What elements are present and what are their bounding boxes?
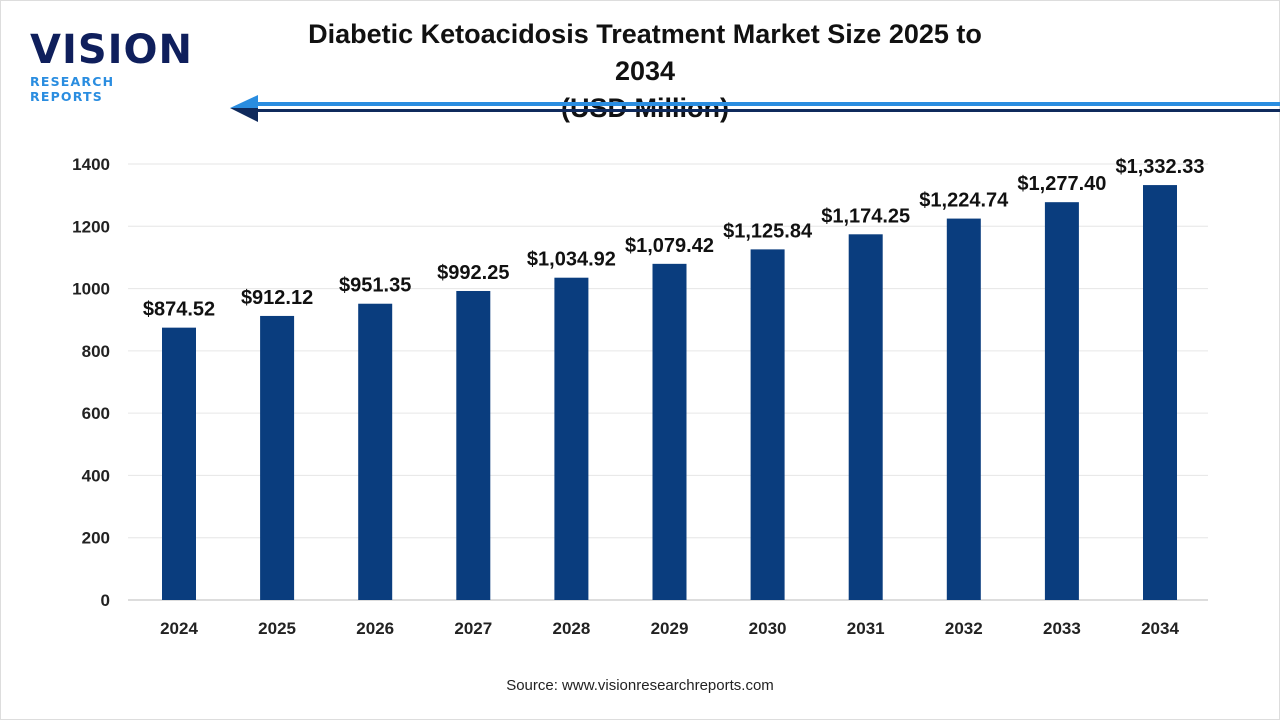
x-tick-label: 2030 (749, 619, 787, 638)
y-tick-label: 1400 (72, 155, 110, 174)
header-arrow (230, 95, 1280, 122)
bar-2032 (946, 218, 981, 600)
title-line-2: (USD Million) (561, 93, 729, 123)
x-tick-label: 2029 (651, 619, 689, 638)
x-tick-label: 2033 (1043, 619, 1081, 638)
y-tick-label: 1200 (72, 217, 110, 236)
logo: VISION RESEARCH REPORTS (30, 27, 194, 104)
bar-2030 (750, 249, 785, 600)
bar-2029 (652, 263, 687, 600)
x-tick-label: 2027 (454, 619, 492, 638)
y-tick-label: 600 (82, 404, 110, 423)
bar-2024 (162, 327, 196, 600)
logo-main: VISION (30, 27, 194, 73)
data-label: $951.35 (339, 275, 411, 297)
x-tick-label: 2032 (945, 619, 983, 638)
data-label: $1,125.84 (723, 220, 813, 242)
x-tick-label: 2034 (1141, 619, 1179, 638)
y-tick-label: 1000 (72, 280, 110, 299)
data-label: $1,224.74 (919, 190, 1009, 212)
data-label: $912.12 (241, 287, 313, 309)
y-tick-label: 400 (82, 466, 110, 485)
x-tick-label: 2024 (160, 619, 198, 638)
data-label: $1,174.25 (821, 205, 910, 227)
bar-2031 (848, 234, 883, 600)
y-tick-label: 800 (82, 342, 110, 361)
x-tick-label: 2026 (356, 619, 394, 638)
logo-sub: RESEARCH REPORTS (30, 74, 115, 104)
x-tick-label: 2031 (847, 619, 885, 638)
data-label: $874.52 (143, 299, 215, 321)
data-label: $1,034.92 (527, 249, 616, 271)
bar-2027 (456, 290, 491, 600)
data-label: $1,277.40 (1017, 173, 1106, 195)
data-label: $1,079.42 (625, 235, 714, 257)
x-tick-label: 2028 (552, 619, 590, 638)
bar-2026 (358, 303, 393, 600)
bar-2033 (1044, 202, 1079, 600)
data-label: $1,332.33 (1116, 156, 1205, 178)
y-tick-label: 200 (82, 529, 110, 548)
bar-2028 (554, 277, 589, 600)
bar-2025 (260, 315, 295, 600)
title-line-1: Diabetic Ketoacidosis Treatment Market S… (308, 19, 982, 86)
y-tick-label: 0 (101, 591, 110, 610)
bar-2034 (1143, 185, 1177, 600)
chart-title: Diabetic Ketoacidosis Treatment Market S… (300, 16, 990, 127)
data-label: $992.25 (437, 262, 509, 284)
source-note: Source: www.visionresearchreports.com (506, 677, 774, 694)
x-tick-label: 2025 (258, 619, 296, 638)
